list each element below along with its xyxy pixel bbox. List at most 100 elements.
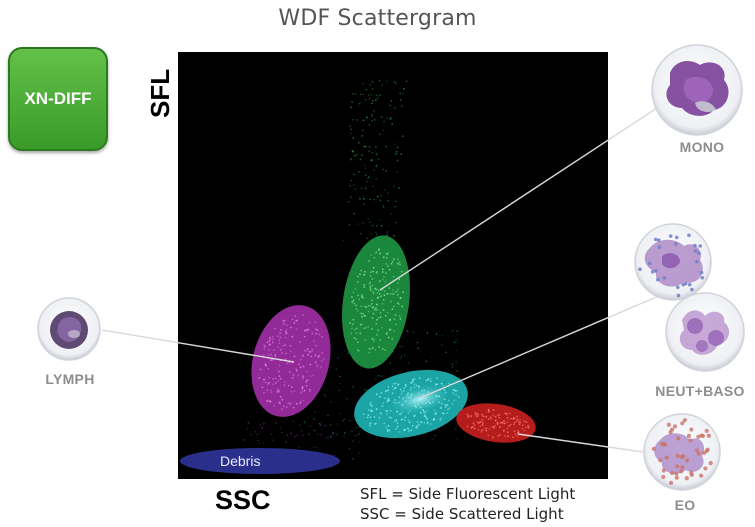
granule bbox=[668, 430, 673, 435]
cluster-dot bbox=[398, 261, 401, 263]
scatter-dot bbox=[375, 153, 378, 156]
cluster-dot bbox=[447, 408, 449, 411]
scatter-dot bbox=[349, 420, 351, 422]
scatter-dot bbox=[379, 194, 382, 197]
cluster-dot bbox=[409, 389, 412, 391]
scatter-dot bbox=[368, 124, 371, 126]
cluster-dot bbox=[436, 377, 438, 380]
cluster-dot bbox=[369, 416, 372, 419]
cluster-dot bbox=[357, 294, 359, 297]
scatter-dot bbox=[285, 441, 287, 443]
cluster-dot bbox=[320, 366, 322, 369]
cluster-dot bbox=[487, 418, 490, 420]
neut-leader-line bbox=[419, 291, 669, 399]
scatter-dot bbox=[375, 231, 377, 234]
scatter-dot bbox=[279, 427, 282, 429]
cluster-dot bbox=[269, 344, 271, 346]
cluster-dot bbox=[427, 391, 430, 393]
scatter-dot bbox=[358, 441, 360, 444]
cluster-dot bbox=[270, 353, 272, 356]
cluster-dot bbox=[419, 411, 422, 414]
cluster-dot bbox=[416, 425, 418, 427]
cluster-dot bbox=[371, 328, 373, 330]
cluster-dot bbox=[380, 392, 383, 394]
scatter-dot bbox=[360, 93, 362, 96]
scatter-dot bbox=[371, 114, 373, 116]
cluster-dot bbox=[443, 388, 446, 391]
cluster-dot bbox=[373, 267, 375, 269]
cluster-dot bbox=[380, 412, 382, 415]
scatter-dot bbox=[369, 83, 371, 86]
cluster-dot bbox=[378, 248, 380, 250]
cluster-dot bbox=[291, 376, 294, 379]
cluster-dot bbox=[399, 315, 401, 317]
cluster-dot bbox=[300, 392, 303, 394]
cluster-dot bbox=[301, 387, 304, 390]
cluster-dot bbox=[412, 380, 415, 382]
scatter-dot bbox=[352, 458, 354, 460]
scatter-dot bbox=[339, 376, 341, 378]
cluster-dot bbox=[279, 396, 282, 398]
cluster-dot bbox=[364, 315, 366, 317]
cluster-dot bbox=[516, 435, 519, 437]
cluster-dot bbox=[279, 402, 282, 405]
cluster-dot bbox=[477, 428, 480, 431]
cluster-dot bbox=[409, 397, 412, 400]
scatter-dot bbox=[332, 432, 334, 434]
cluster-dot bbox=[386, 410, 389, 412]
cluster-dot bbox=[438, 401, 441, 404]
cluster-dot bbox=[264, 363, 267, 365]
cluster-dot bbox=[446, 412, 449, 414]
cluster-dot bbox=[268, 337, 271, 340]
granule bbox=[679, 469, 684, 474]
cluster-dot bbox=[417, 385, 420, 388]
cluster-dot bbox=[473, 427, 476, 430]
scatter-dot bbox=[261, 426, 264, 429]
cluster-dot bbox=[491, 425, 494, 428]
scatter-dot bbox=[368, 150, 370, 152]
scatter-dot bbox=[382, 204, 384, 207]
scatter-dot bbox=[343, 435, 345, 437]
scatter-dot bbox=[320, 434, 322, 436]
cluster-dot bbox=[311, 348, 314, 351]
scatter-dot bbox=[356, 426, 358, 429]
axis-legend: SFL = Side Fluorescent Light SSC = Side … bbox=[360, 484, 575, 524]
scatter-dot bbox=[375, 99, 377, 101]
scatter-dot bbox=[371, 152, 374, 154]
cluster-dot bbox=[519, 421, 521, 424]
cluster-dot bbox=[455, 394, 457, 396]
scatter-dot bbox=[350, 179, 352, 182]
cluster-dot bbox=[423, 415, 426, 417]
scatter-dot bbox=[290, 432, 292, 434]
cluster-dot bbox=[270, 389, 272, 391]
cluster-dot bbox=[498, 434, 501, 436]
cluster-dot bbox=[294, 315, 296, 317]
scatter-dot bbox=[352, 150, 354, 152]
scatter-dot bbox=[349, 159, 352, 161]
scatter-dot bbox=[352, 118, 354, 121]
cluster-dot bbox=[409, 381, 412, 384]
cluster-dot bbox=[290, 391, 293, 393]
cluster-dot bbox=[523, 429, 526, 432]
cluster-dot bbox=[383, 294, 386, 296]
cluster-dot bbox=[385, 263, 388, 265]
cluster-dot bbox=[396, 425, 399, 428]
cluster-dot bbox=[506, 417, 509, 419]
cluster-dot bbox=[308, 350, 310, 353]
cluster-dot bbox=[404, 429, 406, 431]
cluster-dot bbox=[288, 403, 291, 405]
scatter-dot bbox=[302, 434, 304, 437]
cluster-dot bbox=[415, 406, 417, 409]
cluster-dot bbox=[306, 329, 308, 331]
cluster-dot bbox=[303, 329, 306, 332]
scatter-dot bbox=[364, 187, 367, 189]
cluster-dot bbox=[284, 358, 287, 360]
scatter-dot bbox=[400, 99, 402, 101]
cluster-dot bbox=[282, 344, 285, 347]
granule bbox=[661, 474, 666, 480]
cluster-dot bbox=[499, 422, 502, 424]
granule bbox=[680, 421, 685, 426]
cluster-dot bbox=[314, 321, 317, 324]
cluster-dot bbox=[509, 412, 511, 415]
cluster-dot bbox=[385, 426, 387, 429]
